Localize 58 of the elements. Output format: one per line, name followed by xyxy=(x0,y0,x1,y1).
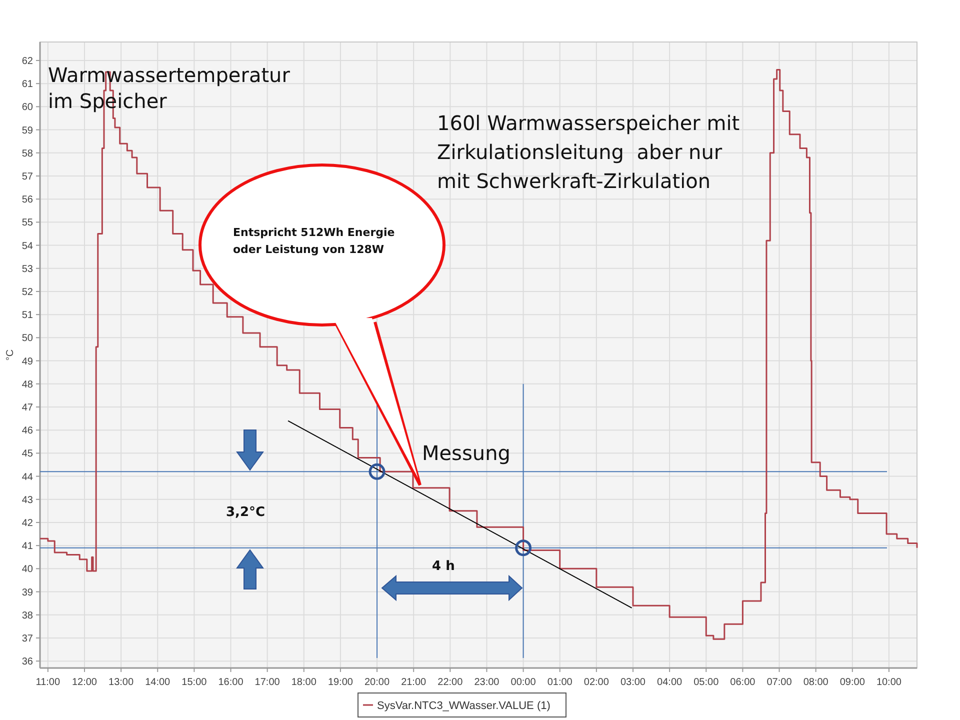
y-tick-label: 41 xyxy=(22,541,34,552)
y-tick-label: 57 xyxy=(22,171,34,182)
x-tick-label: 01:00 xyxy=(547,677,573,688)
x-tick-label: 19:00 xyxy=(328,677,354,688)
annotation: 4 h xyxy=(432,559,455,574)
annotation: Messung xyxy=(422,441,510,465)
y-tick-label: 46 xyxy=(22,426,34,437)
x-tick-label: 04:00 xyxy=(657,677,683,688)
x-tick-label: 17:00 xyxy=(254,677,280,688)
y-tick-label: 38 xyxy=(22,610,34,622)
y-tick-label: 55 xyxy=(22,218,34,229)
y-tick-label: 40 xyxy=(22,564,34,576)
x-tick-label: 09:00 xyxy=(840,677,866,688)
x-tick-label: 14:00 xyxy=(145,677,171,688)
x-tick-label: 23:00 xyxy=(474,677,500,688)
x-tick-label: 13:00 xyxy=(108,677,134,688)
legend-label: SysVar.NTC3_WWasser.VALUE (1) xyxy=(377,700,550,712)
y-tick-label: 43 xyxy=(22,494,34,506)
y-tick-label: 52 xyxy=(22,286,34,298)
x-tick-label: 06:00 xyxy=(730,677,756,688)
y-tick-label: 42 xyxy=(22,518,34,529)
x-tick-label: 11:00 xyxy=(36,677,60,688)
annotation: Entspricht 512Wh Energie oder Leistung von 128W xyxy=(233,226,395,256)
x-tick-label: 00:00 xyxy=(510,677,536,688)
y-tick-label: 62 xyxy=(22,56,34,67)
y-tick-label: 58 xyxy=(22,148,34,160)
x-tick-label: 02:00 xyxy=(584,677,610,688)
x-tick-label: 15:00 xyxy=(182,677,208,688)
y-tick-label: 48 xyxy=(22,379,34,390)
y-tick-label: 56 xyxy=(22,194,34,206)
x-tick-label: 07:00 xyxy=(766,677,792,688)
y-tick-label: 47 xyxy=(22,402,34,414)
x-tick-label: 21:00 xyxy=(401,677,427,688)
x-tick-label: 16:00 xyxy=(218,677,244,688)
y-tick-label: 50 xyxy=(22,333,34,344)
annotation: 3,2°C xyxy=(226,505,266,520)
x-tick-label: 12:00 xyxy=(72,677,98,688)
y-axis-title: °C xyxy=(5,349,16,361)
y-tick-label: 51 xyxy=(22,310,34,322)
y-tick-label: 61 xyxy=(22,79,34,90)
x-tick-label: 03:00 xyxy=(620,677,646,688)
y-tick-label: 45 xyxy=(22,448,34,460)
y-tick-label: 39 xyxy=(22,587,34,598)
x-tick-label: 08:00 xyxy=(803,677,829,688)
x-tick-label: 20:00 xyxy=(364,677,390,688)
annotation: 160l Warmwasserspeicher mit Zirkulationsleitung aber nur mit Schwerkraft-Zirkulation xyxy=(437,111,740,193)
y-tick-label: 59 xyxy=(22,125,34,136)
x-tick-label: 22:00 xyxy=(438,677,464,688)
y-tick-label: 44 xyxy=(22,472,34,483)
y-tick-label: 36 xyxy=(22,656,34,668)
y-tick-label: 37 xyxy=(22,633,34,644)
y-tick-label: 54 xyxy=(22,240,34,252)
y-tick-label: 60 xyxy=(22,102,34,114)
y-tick-label: 53 xyxy=(22,264,34,275)
x-tick-label: 18:00 xyxy=(291,677,317,688)
x-tick-label: 05:00 xyxy=(694,677,720,688)
y-tick-label: 49 xyxy=(22,356,34,368)
x-tick-label: 10:00 xyxy=(876,677,902,688)
